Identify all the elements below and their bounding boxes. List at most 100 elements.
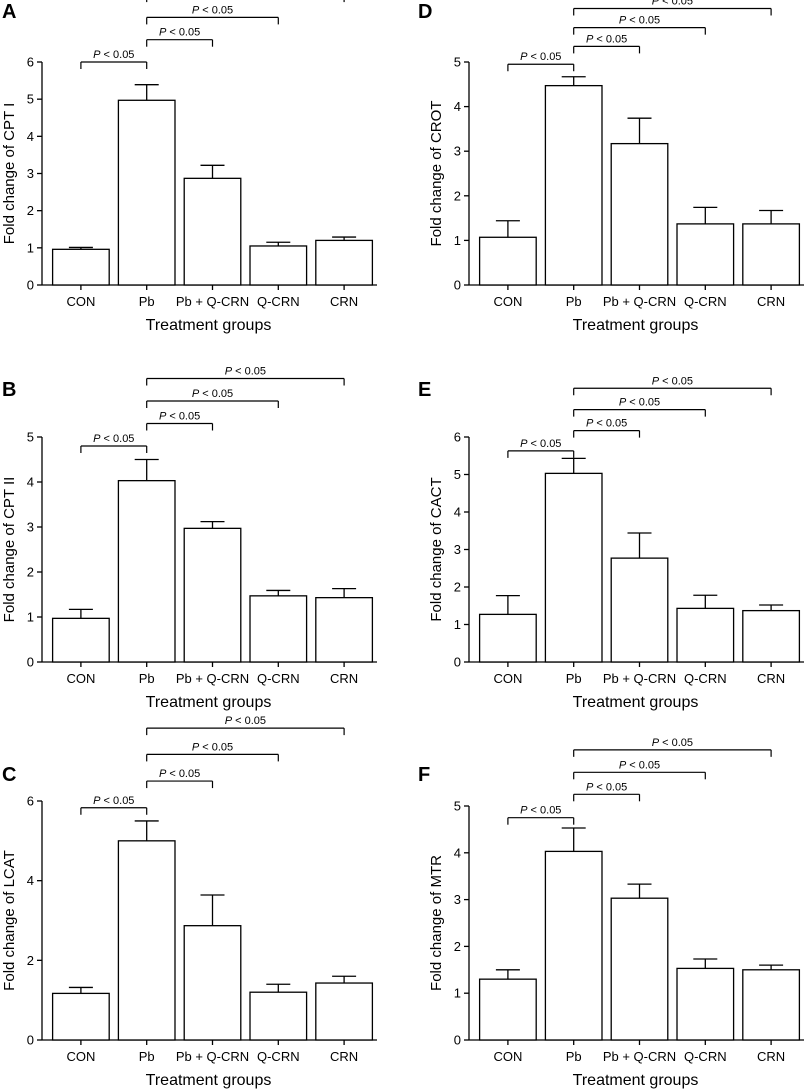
significance-label: P < 0.05 xyxy=(225,366,266,378)
x-tick-label: CON xyxy=(493,1049,522,1064)
x-tick-label: CON xyxy=(493,294,522,309)
x-tick-label: Q-CRN xyxy=(684,1049,727,1064)
y-tick-label: 0 xyxy=(27,278,34,293)
chart-panel-c: C 0 2 4 6 Fold change of LCAT CON Pb Pb + Q-CRN Q… xyxy=(1,715,377,1089)
bar xyxy=(544,84,603,286)
bar xyxy=(676,967,735,1041)
x-axis-label: Treatment groups xyxy=(573,317,699,334)
significance-label: P < 0.05 xyxy=(520,805,561,817)
y-axis-label: Fold change of CROT xyxy=(428,101,445,247)
y-axis-label: Fold change of MTR xyxy=(428,855,445,991)
x-tick-label: Pb + Q-CRN xyxy=(603,671,676,686)
panel-label: C xyxy=(2,764,16,786)
y-tick-label: 6 xyxy=(27,55,34,70)
x-tick-label: Q-CRN xyxy=(257,671,300,686)
y-tick-label: 6 xyxy=(27,794,34,809)
chart-panel-a: A 0 1 2 3 4 5 6 Fold change of CPT I CON Pb Pb + Q-… xyxy=(1,0,377,334)
bar xyxy=(51,248,110,286)
bar xyxy=(610,142,669,286)
x-tick-label: Pb + Q-CRN xyxy=(176,1049,249,1064)
significance-label: P < 0.05 xyxy=(192,741,233,753)
y-tick-label: 1 xyxy=(454,617,461,632)
y-tick-label: 3 xyxy=(27,520,34,535)
x-tick-label: CRN xyxy=(757,1049,785,1064)
x-tick-label: Pb xyxy=(566,294,582,309)
significance-label: P < 0.05 xyxy=(619,759,660,771)
bar xyxy=(742,223,801,286)
significance-label: P < 0.05 xyxy=(159,27,200,39)
x-tick-label: Pb xyxy=(139,671,155,686)
x-tick-label: Q-CRN xyxy=(684,671,727,686)
significance-label: P < 0.05 xyxy=(619,397,660,409)
y-tick-label: 1 xyxy=(27,610,34,625)
x-tick-label: Pb xyxy=(566,671,582,686)
x-tick-label: Pb xyxy=(566,1049,582,1064)
x-tick-label: CRN xyxy=(330,294,358,309)
x-tick-label: CON xyxy=(493,671,522,686)
y-tick-label: 0 xyxy=(454,1033,461,1048)
x-tick-label: CON xyxy=(66,294,95,309)
y-tick-label: 1 xyxy=(454,233,461,248)
x-tick-label: Pb + Q-CRN xyxy=(603,1049,676,1064)
y-tick-label: 5 xyxy=(454,55,461,70)
bar xyxy=(51,992,110,1041)
bar xyxy=(117,479,176,663)
x-tick-label: Q-CRN xyxy=(257,1049,300,1064)
significance-label: P < 0.05 xyxy=(520,438,561,450)
panel-label: F xyxy=(418,764,430,786)
bar xyxy=(676,607,735,663)
y-tick-label: 0 xyxy=(454,278,461,293)
significance-label: P < 0.05 xyxy=(93,795,134,807)
bar xyxy=(676,223,735,286)
panel-label: B xyxy=(2,379,16,401)
x-tick-label: Pb + Q-CRN xyxy=(176,294,249,309)
significance-label: P < 0.05 xyxy=(192,388,233,400)
bar xyxy=(544,850,603,1041)
y-axis-label: Fold change of CPT I xyxy=(1,103,18,244)
y-tick-label: 3 xyxy=(27,166,34,181)
bar xyxy=(478,236,537,286)
y-tick-label: 4 xyxy=(454,845,461,860)
x-tick-label: CRN xyxy=(757,671,785,686)
x-tick-label: Q-CRN xyxy=(257,294,300,309)
significance-label: P < 0.05 xyxy=(159,768,200,780)
bar xyxy=(249,595,308,663)
y-tick-label: 4 xyxy=(27,873,34,888)
panel-label: E xyxy=(418,379,431,401)
y-tick-label: 2 xyxy=(27,203,34,218)
bar xyxy=(183,925,242,1041)
bar xyxy=(117,840,176,1041)
chart-panel-e: E 0 1 2 3 4 5 6 Fold change of CACT CON Pb Pb + Q-C… xyxy=(418,375,804,711)
x-tick-label: Pb + Q-CRN xyxy=(176,671,249,686)
y-tick-label: 6 xyxy=(454,430,461,445)
significance-label: P < 0.05 xyxy=(93,49,134,61)
bar xyxy=(610,897,669,1041)
significance-label: P < 0.05 xyxy=(652,375,693,387)
significance-label: P < 0.05 xyxy=(192,4,233,16)
panel-label: A xyxy=(2,1,16,23)
x-tick-label: Pb xyxy=(139,294,155,309)
bar xyxy=(478,978,537,1041)
y-tick-label: 0 xyxy=(454,655,461,670)
y-tick-label: 2 xyxy=(454,939,461,954)
y-tick-label: 5 xyxy=(27,92,34,107)
y-tick-label: 2 xyxy=(454,188,461,203)
y-tick-label: 3 xyxy=(454,542,461,557)
y-tick-label: 0 xyxy=(27,1033,34,1048)
bar xyxy=(183,527,242,663)
y-tick-label: 1 xyxy=(27,240,34,255)
chart-panel-d: D 0 1 2 3 4 5 Fold change of CROT CON Pb Pb + Q-CR… xyxy=(418,0,804,334)
y-tick-label: 2 xyxy=(27,953,34,968)
chart-panel-f: F 0 1 2 3 4 5 Fold change of MTR CON Pb Pb + Q-CRN… xyxy=(418,737,804,1089)
bar xyxy=(315,597,374,663)
significance-label: P < 0.05 xyxy=(586,781,627,793)
y-axis-label: Fold change of CPT II xyxy=(1,477,18,623)
significance-label: P < 0.05 xyxy=(586,418,627,430)
significance-label: P < 0.05 xyxy=(159,411,200,423)
x-tick-label: CON xyxy=(66,671,95,686)
y-tick-label: 4 xyxy=(27,129,34,144)
x-axis-label: Treatment groups xyxy=(146,1072,272,1089)
y-tick-label: 2 xyxy=(27,565,34,580)
bar xyxy=(742,969,801,1041)
